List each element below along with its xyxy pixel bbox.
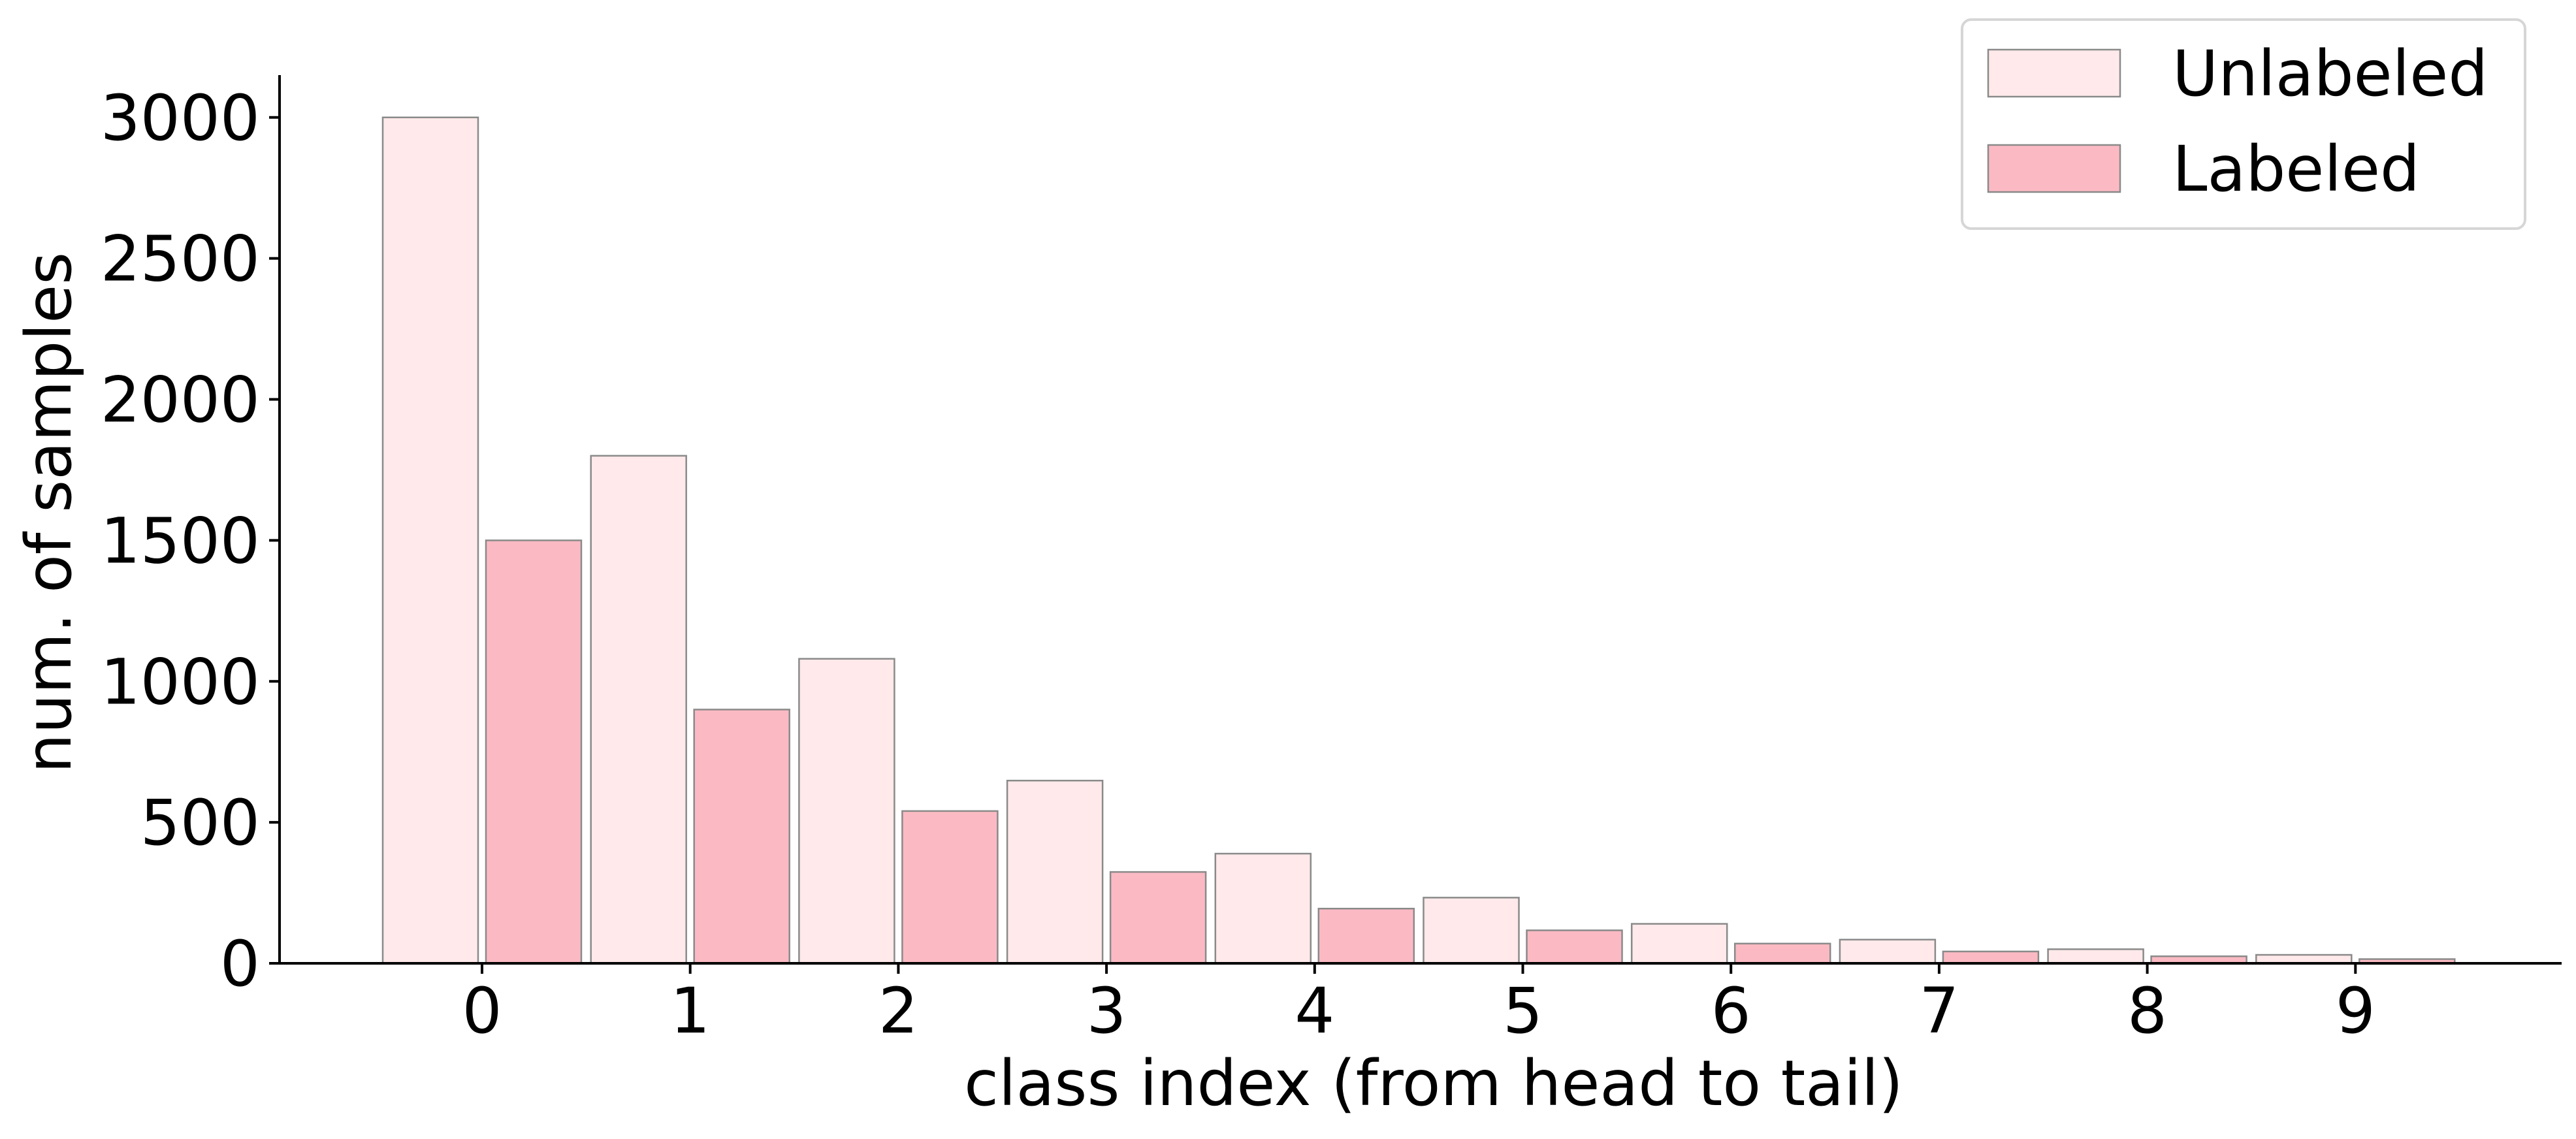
- bar-unlabeled-6: [1630, 923, 1728, 965]
- x-tick-label: 2: [878, 974, 918, 1048]
- bar-unlabeled-0: [381, 116, 479, 965]
- bar-labeled-4: [1317, 907, 1415, 965]
- legend-label-unlabeled: Unlabeled: [2172, 37, 2488, 110]
- y-axis-title: num. of samples: [12, 252, 86, 773]
- bar-unlabeled-4: [1214, 852, 1312, 965]
- x-tick-label: 0: [462, 974, 502, 1048]
- bar-labeled-6: [1733, 942, 1831, 965]
- legend: Unlabeled Labeled: [1961, 18, 2526, 230]
- y-tick-label: 0: [220, 927, 260, 1001]
- x-tick-label: 9: [2336, 974, 2375, 1048]
- x-tick-label: 3: [1087, 974, 1127, 1048]
- bar-unlabeled-5: [1423, 897, 1520, 965]
- legend-swatch-labeled: [1987, 144, 2121, 193]
- x-tick-label: 4: [1295, 974, 1334, 1048]
- x-tick-label: 1: [670, 974, 710, 1048]
- y-ticks: 0 500 1000 1500 2000 2500 3000: [101, 82, 280, 1001]
- bars-layer: [381, 116, 2456, 965]
- y-tick-label: 1000: [101, 645, 260, 718]
- y-tick-label: 1500: [101, 504, 260, 577]
- y-tick-label: 3000: [101, 82, 260, 155]
- bar-unlabeled-8: [2047, 948, 2144, 965]
- x-ticks: 0 1 2 3 4 5 6 7 8 9: [462, 963, 2375, 1048]
- bar-unlabeled-2: [798, 658, 895, 965]
- bar-labeled-1: [693, 709, 790, 965]
- x-tick-label: 8: [2127, 974, 2167, 1048]
- x-tick-label: 7: [1919, 974, 1959, 1048]
- bar-labeled-3: [1109, 871, 1207, 965]
- bar-unlabeled-1: [590, 455, 687, 965]
- bar-labeled-7: [1942, 950, 2040, 965]
- bar-labeled-2: [901, 810, 999, 965]
- legend-swatch-unlabeled: [1987, 48, 2121, 98]
- x-axis-title: class index (from head to tail): [964, 1047, 1903, 1120]
- y-tick-label: 2500: [101, 223, 260, 296]
- bar-labeled-0: [485, 539, 583, 965]
- bar-unlabeled-3: [1006, 779, 1104, 965]
- y-tick-label: 2000: [101, 364, 260, 437]
- bar-labeled-5: [1526, 929, 1623, 965]
- legend-label-labeled: Labeled: [2172, 133, 2420, 206]
- y-tick-label: 500: [140, 786, 260, 859]
- x-tick-label: 5: [1503, 974, 1543, 1048]
- x-tick-label: 6: [1711, 974, 1751, 1048]
- bar-unlabeled-7: [1839, 938, 1937, 965]
